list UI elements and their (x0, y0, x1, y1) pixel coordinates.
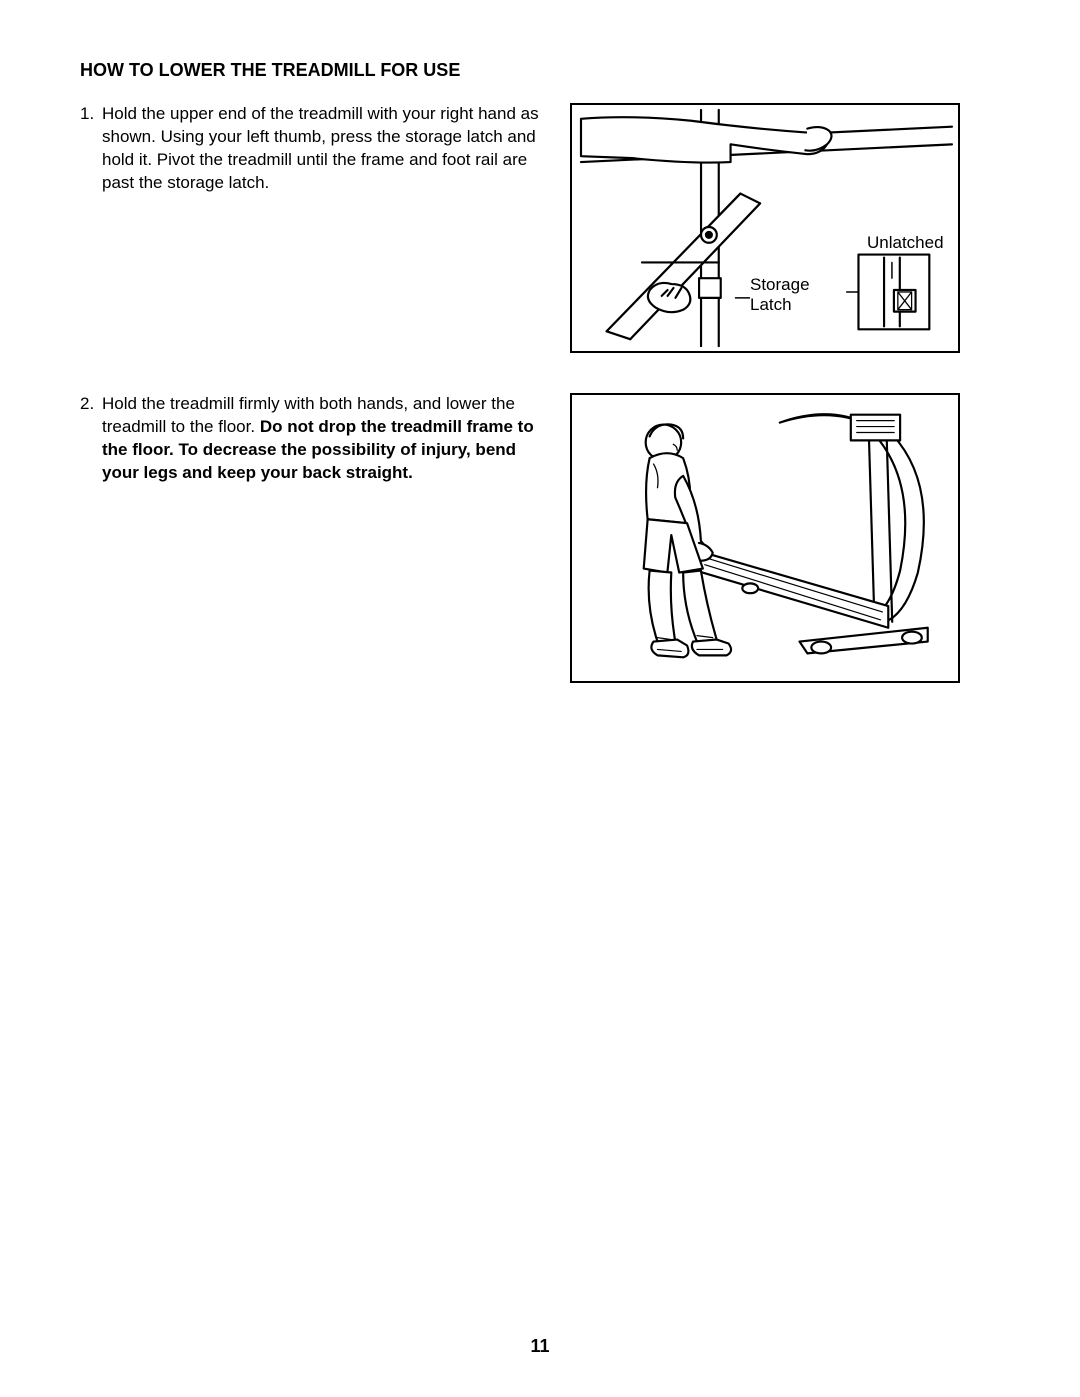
page-number: 11 (0, 1336, 1080, 1357)
step-2-text: 2. Hold the treadmill firmly with both h… (80, 393, 550, 485)
figure-2 (570, 393, 960, 683)
step-2-paragraph: Hold the treadmill firmly with both hand… (102, 393, 550, 485)
figure-2-illustration (572, 395, 958, 681)
step-2-number: 2. (80, 393, 102, 485)
figure-1: Unlatched Storage Latch (570, 103, 960, 353)
figure-1-label-unlatched: Unlatched (867, 233, 944, 253)
step-2-row: 2. Hold the treadmill firmly with both h… (80, 393, 1000, 683)
figure-1-illustration (572, 105, 958, 351)
section-heading: HOW TO LOWER THE TREADMILL FOR USE (80, 60, 1000, 81)
step-1-paragraph: Hold the upper end of the treadmill with… (102, 103, 550, 195)
document-page: HOW TO LOWER THE TREADMILL FOR USE 1. Ho… (0, 0, 1080, 1397)
step-1-text: 1. Hold the upper end of the treadmill w… (80, 103, 550, 195)
figure-1-label-storage-latch: Storage Latch (750, 275, 810, 314)
step-1-number: 1. (80, 103, 102, 195)
step-1-row: 1. Hold the upper end of the treadmill w… (80, 103, 1000, 353)
